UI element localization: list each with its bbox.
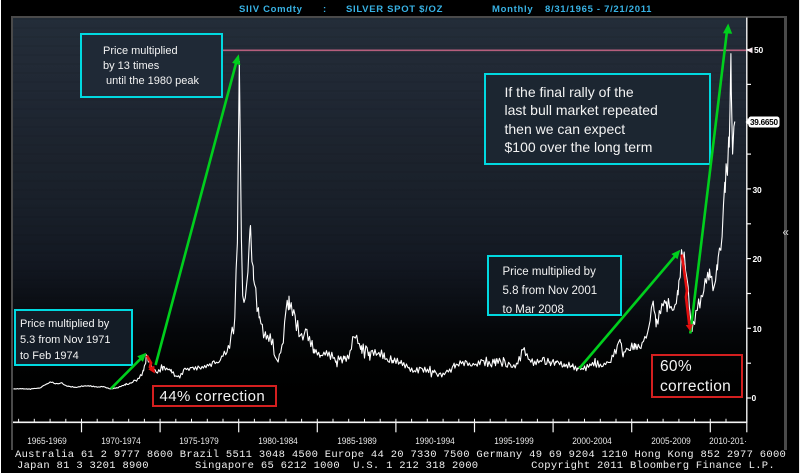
svg-text:39.6650: 39.6650	[750, 118, 778, 127]
